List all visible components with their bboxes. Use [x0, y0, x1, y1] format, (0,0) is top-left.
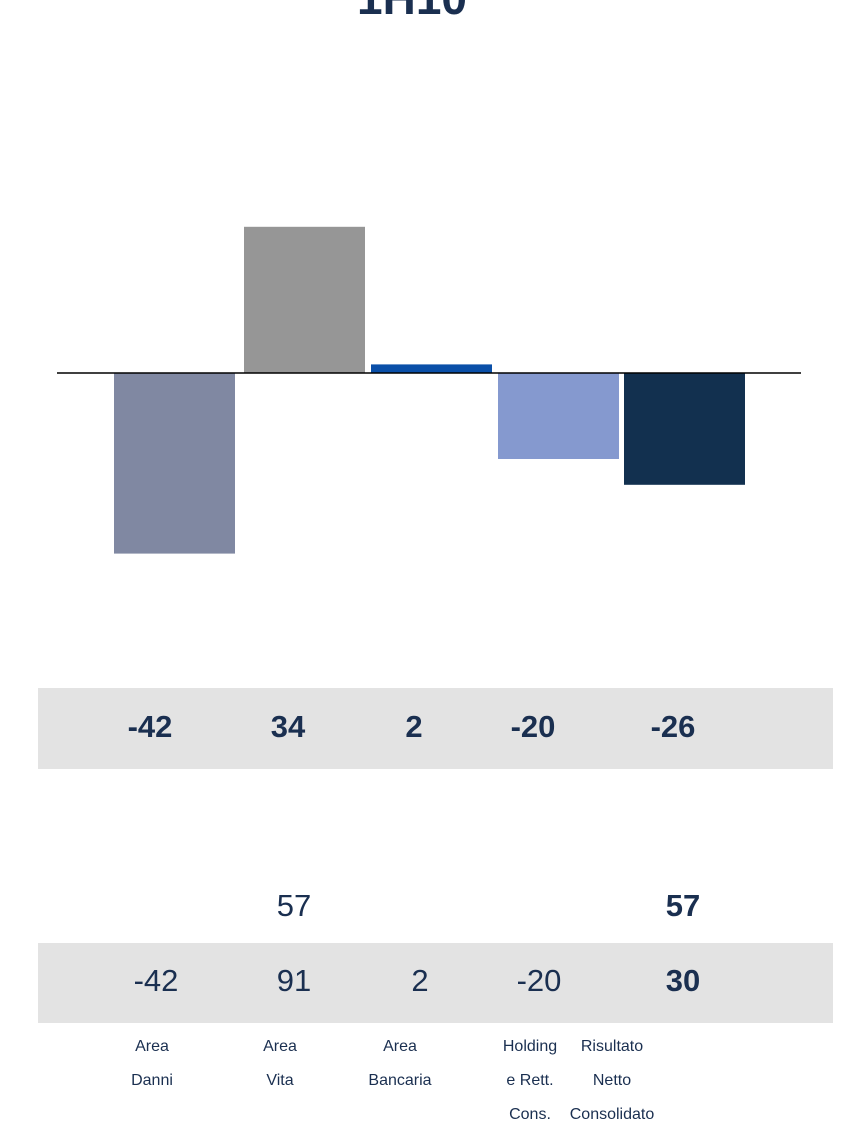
table-value: 57: [666, 888, 700, 923]
table-value: -20: [517, 963, 562, 998]
category-label: Risultato: [581, 1038, 643, 1055]
category-label: Area: [263, 1038, 297, 1055]
category-label: Cons.: [509, 1106, 551, 1123]
data-label: -42: [128, 709, 173, 744]
data-label: -20: [511, 709, 556, 744]
category-label: Holding: [503, 1038, 557, 1055]
category-label: Danni: [131, 1072, 173, 1089]
bar: [624, 373, 745, 485]
value-band: [38, 688, 833, 769]
bar: [371, 364, 492, 373]
category-label: Vita: [266, 1072, 293, 1089]
category-label: Area: [135, 1038, 169, 1055]
value-band: [38, 943, 833, 1023]
data-label: -26: [651, 709, 696, 744]
bar: [498, 373, 619, 459]
chart-title: 1H10: [357, 0, 467, 24]
table-value: 2: [411, 963, 428, 998]
bar: [114, 373, 235, 554]
data-label: 34: [271, 709, 306, 744]
category-label: Area: [383, 1038, 417, 1055]
table-value: 91: [277, 963, 311, 998]
data-label: 2: [405, 709, 422, 744]
table-value: 30: [666, 963, 700, 998]
bar: [244, 226, 365, 373]
category-label: Netto: [593, 1072, 631, 1089]
table-value: 57: [277, 888, 311, 923]
category-label: e Rett.: [506, 1072, 553, 1089]
category-label: Bancaria: [368, 1072, 431, 1089]
category-label: Consolidato: [570, 1106, 655, 1123]
table-value: -42: [134, 963, 179, 998]
